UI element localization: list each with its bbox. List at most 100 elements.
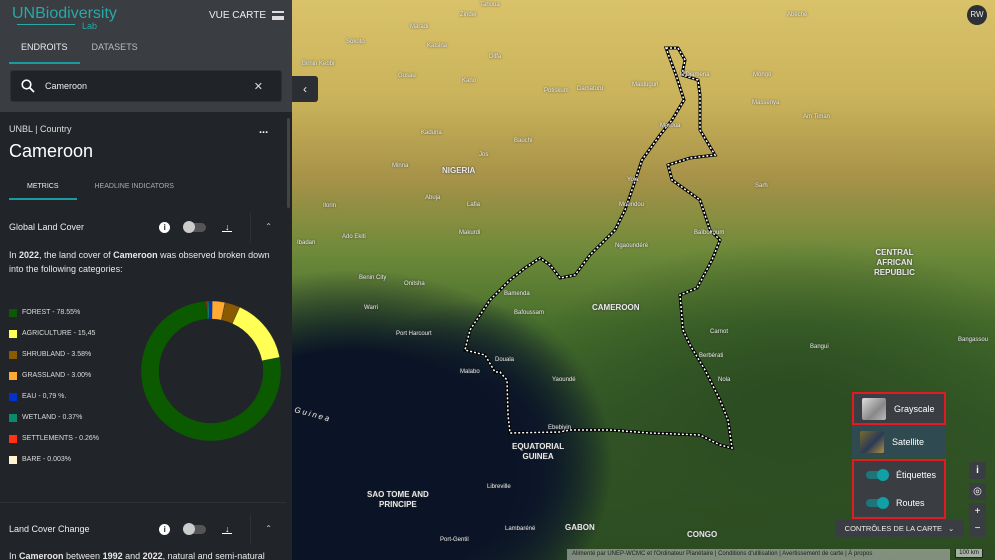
- city-label: Carnot: [710, 329, 729, 335]
- map-canvas[interactable]: NIGERIA CAMEROON CENTRAL AFRICAN REPUBLIC EQU…: [292, 0, 995, 560]
- tab-datasets[interactable]: DATASETS: [91, 42, 138, 52]
- legend-label: EAU - 0,79 %.: [22, 393, 67, 400]
- city-label: Abéché: [787, 12, 808, 18]
- section-description: In Cameroon between 1992 and 2022, natur…: [9, 551, 265, 560]
- logo[interactable]: UNBiodiversity Lab: [12, 5, 117, 31]
- basemap-satellite[interactable]: Satellite: [852, 425, 946, 458]
- map-attribution[interactable]: Alimenté par UNEP-WCMC et l'Ordinateur P…: [567, 549, 950, 560]
- legend-swatch: [9, 308, 17, 317]
- section-title: Global Land Cover: [9, 222, 85, 232]
- city-label: Katsina: [427, 43, 448, 49]
- donut-slice-eau[interactable]: [208, 300, 213, 320]
- satellite-thumbnail: [860, 430, 884, 453]
- city-label: Bamenda: [504, 291, 530, 297]
- locate-icon: ◎: [973, 486, 982, 497]
- download-icon[interactable]: ↓: [222, 524, 233, 534]
- tab-endroits[interactable]: ENDROITS: [9, 40, 80, 64]
- search-input[interactable]: [45, 81, 254, 91]
- city-label: Maroua: [660, 123, 681, 129]
- map-controls-button[interactable]: CONTRÔLES DE LA CARTE ⌄: [835, 520, 964, 537]
- donut-slice-forest[interactable]: [140, 301, 282, 442]
- toggle-roads[interactable]: Routes: [854, 489, 944, 517]
- land-cover-donut-chart: [140, 300, 282, 442]
- legend-label: FOREST - 78.55%: [22, 309, 81, 316]
- city-label: Onitsha: [404, 281, 425, 287]
- city-label: Berbérati: [699, 353, 724, 359]
- city-label: Benin City: [359, 275, 387, 281]
- country-label: CAMEROON: [592, 303, 640, 312]
- basemap-grayscale[interactable]: Grayscale: [852, 392, 946, 425]
- chevron-up-icon[interactable]: ⌃: [250, 514, 272, 544]
- legend-swatch: [9, 434, 17, 443]
- city-label: Maradi: [410, 24, 429, 30]
- scale-bar: 100 km: [955, 549, 983, 558]
- more-options-button[interactable]: ...: [259, 124, 269, 136]
- zoom-out-button[interactable]: −: [969, 520, 986, 537]
- city-label: Makurdi: [459, 230, 481, 236]
- clear-search-icon[interactable]: ✕: [253, 80, 263, 93]
- city-label: Baïbokoum: [694, 230, 725, 236]
- city-label: Warri: [364, 305, 379, 311]
- city-label: Sokoto: [346, 39, 365, 45]
- city-label: Bauchi: [514, 138, 533, 144]
- collapse-sidebar-button[interactable]: ‹: [292, 76, 318, 102]
- view-map-label: VUE CARTE: [208, 10, 266, 21]
- legend-label: AGRICULTURE - 15,45: [22, 330, 96, 337]
- tab-metrics[interactable]: METRICS: [9, 183, 77, 200]
- city-label: Bafoussam: [514, 310, 545, 316]
- legend-swatch: [9, 371, 17, 380]
- city-label: Yola: [627, 177, 639, 183]
- country-label: GABON: [565, 523, 595, 532]
- info-icon[interactable]: i: [159, 221, 171, 233]
- city-label: Malabo: [460, 369, 480, 375]
- city-label: Ilorin: [323, 203, 337, 209]
- legend-swatch: [9, 350, 17, 359]
- city-label: Zinder: [460, 12, 478, 18]
- city-label: Sarh: [755, 183, 768, 189]
- city-label: Port Harcourt: [396, 331, 432, 337]
- tab-headline-indicators[interactable]: HEADLINE INDICATORS: [94, 183, 174, 190]
- city-label: Maiduguri: [632, 82, 659, 88]
- legend-item: EAU - 0,79 %.: [9, 386, 99, 407]
- city-label: Massenya: [752, 100, 780, 106]
- menu-icon: [272, 11, 284, 20]
- city-label: Ngaoundéré: [615, 243, 649, 249]
- view-map-button[interactable]: VUE CARTE: [209, 10, 284, 21]
- avatar[interactable]: RW: [967, 5, 987, 25]
- city-label: Lambaréné: [505, 526, 536, 532]
- map-layer-panel: Grayscale Satellite Étiquettes Routes: [852, 392, 946, 519]
- toggle-switch[interactable]: [866, 469, 889, 481]
- info-button[interactable]: i: [969, 462, 986, 479]
- city-label: Potiskum: [544, 88, 569, 94]
- city-label: Douala: [495, 357, 515, 363]
- city-label: Ibadan: [297, 240, 316, 246]
- chevron-up-icon[interactable]: ⌃: [250, 212, 272, 242]
- scrollbar[interactable]: [287, 118, 290, 208]
- section-title: Land Cover Change: [9, 524, 90, 534]
- toggle-switch[interactable]: [866, 497, 889, 509]
- info-icon[interactable]: i: [159, 523, 171, 535]
- zoom-in-button[interactable]: +: [969, 503, 986, 520]
- page-title: Cameroon: [9, 141, 94, 161]
- city-label: Tahoua: [480, 2, 500, 8]
- legend-item: SHRUBLAND - 3.58%: [9, 344, 99, 365]
- layer-toggle[interactable]: [183, 523, 207, 535]
- legend-item: SETTLEMENTS - 0.26%: [9, 428, 99, 449]
- city-label: Birnin Kebbi: [302, 61, 335, 67]
- chevron-down-icon: ⌄: [948, 524, 955, 533]
- locate-button[interactable]: ◎: [969, 483, 986, 500]
- sidebar: UNBiodiversity Lab VUE CARTE ENDROITS DAT…: [0, 0, 292, 560]
- donut-slice-agriculture[interactable]: [232, 306, 280, 362]
- search-box: ✕: [10, 70, 282, 102]
- legend-label: WETLAND - 0.37%: [22, 414, 83, 421]
- legend-swatch: [9, 413, 17, 422]
- city-label: Nola: [718, 377, 731, 383]
- layer-toggle[interactable]: [183, 221, 207, 233]
- toggle-labels[interactable]: Étiquettes: [854, 461, 944, 489]
- download-icon[interactable]: ↓: [222, 222, 233, 232]
- legend-item: GRASSLAND - 3.00%: [9, 365, 99, 386]
- city-label: Jos: [479, 152, 489, 158]
- city-label: Mongo: [753, 72, 772, 78]
- legend-label: GRASSLAND - 3.00%: [22, 372, 92, 379]
- city-label: Diffa: [489, 54, 502, 60]
